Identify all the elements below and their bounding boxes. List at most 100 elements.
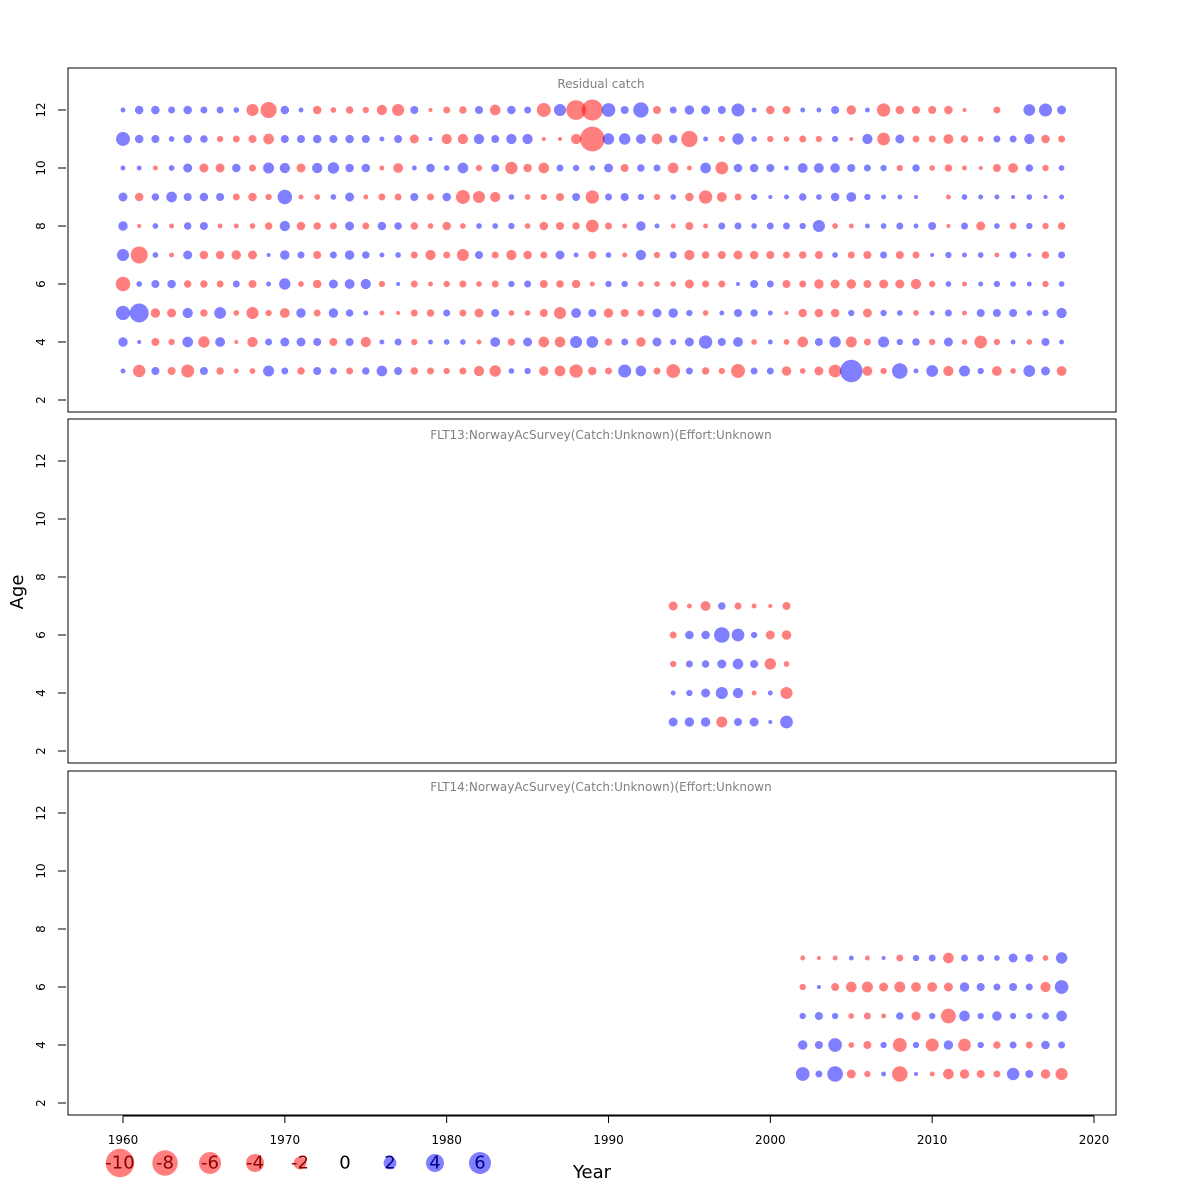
residual-bubble bbox=[635, 249, 647, 261]
residual-bubble bbox=[814, 1011, 823, 1021]
residual-bubble bbox=[878, 336, 890, 348]
residual-bubble bbox=[654, 281, 660, 287]
residual-bubble bbox=[962, 310, 967, 316]
residual-bubble bbox=[766, 367, 774, 375]
residual-bubble bbox=[832, 252, 838, 258]
residual-bubble bbox=[572, 164, 580, 172]
residual-bubble bbox=[298, 107, 304, 113]
residual-bubble bbox=[879, 982, 889, 992]
residual-bubble bbox=[328, 308, 339, 318]
residual-bubble bbox=[735, 281, 741, 287]
residual-bubble bbox=[263, 133, 274, 145]
residual-bubble bbox=[474, 250, 484, 260]
residual-bubble bbox=[685, 221, 694, 231]
residual-bubble bbox=[345, 309, 354, 317]
residual-bubble bbox=[633, 102, 649, 118]
residual-bubble bbox=[1055, 952, 1068, 964]
residual-bubble bbox=[183, 163, 193, 173]
residual-bubble bbox=[766, 222, 774, 230]
residual-bubble bbox=[943, 952, 954, 964]
residual-bubble bbox=[669, 106, 677, 114]
y-tick-label: 10 bbox=[34, 160, 48, 175]
residual-bubble bbox=[1042, 955, 1049, 961]
residual-bubble bbox=[751, 223, 757, 229]
residual-bubble bbox=[913, 368, 919, 374]
residual-bubble bbox=[199, 163, 209, 173]
residual-bubble bbox=[764, 658, 776, 670]
residual-bubble bbox=[670, 690, 676, 696]
residual-bubble bbox=[652, 337, 662, 347]
residual-bubble bbox=[636, 221, 646, 231]
residual-bubble bbox=[200, 309, 208, 317]
residual-bubble bbox=[394, 193, 402, 201]
residual-bubble bbox=[166, 191, 177, 203]
residual-bubble bbox=[799, 222, 806, 230]
residual-bubble bbox=[314, 194, 321, 200]
residual-bubble bbox=[233, 223, 239, 229]
residual-bubble bbox=[780, 715, 793, 729]
residual-bubble bbox=[280, 337, 290, 347]
residual-bubble bbox=[799, 280, 807, 288]
residual-bubble bbox=[881, 1013, 887, 1019]
residual-bubble bbox=[554, 336, 566, 348]
residual-bubble bbox=[927, 982, 938, 992]
residual-bubble bbox=[1026, 222, 1033, 230]
residual-bubble bbox=[876, 103, 891, 117]
residual-bubble bbox=[1055, 1067, 1068, 1081]
y-tick-label: 12 bbox=[34, 805, 48, 820]
residual-bubble bbox=[784, 165, 789, 171]
residual-bubble bbox=[1058, 281, 1065, 287]
residual-bubble bbox=[863, 250, 872, 260]
residual-bubble bbox=[892, 363, 908, 379]
y-tick-label: 12 bbox=[34, 453, 48, 468]
residual-bubble bbox=[182, 307, 193, 319]
residual-bubble bbox=[508, 222, 515, 230]
residual-bubble bbox=[751, 690, 757, 696]
residual-bubble bbox=[961, 339, 968, 345]
residual-bubble bbox=[427, 223, 434, 229]
residual-bubble bbox=[977, 1012, 984, 1020]
residual-bubble bbox=[751, 136, 757, 142]
residual-bubble bbox=[491, 308, 500, 318]
residual-bubble bbox=[376, 104, 388, 116]
residual-bubble bbox=[200, 280, 208, 288]
residual-bubble bbox=[1041, 1040, 1050, 1050]
residual-bubble bbox=[585, 219, 599, 233]
residual-bubble bbox=[570, 335, 583, 349]
residual-bubble bbox=[152, 252, 159, 258]
residual-bubble bbox=[181, 364, 195, 378]
residual-bubble bbox=[765, 630, 775, 640]
residual-bubble bbox=[491, 134, 500, 144]
residual-bubble bbox=[524, 367, 531, 375]
residual-bubble bbox=[993, 1041, 1001, 1049]
residual-bubble bbox=[961, 954, 968, 962]
residual-bubble bbox=[751, 339, 757, 345]
residual-bubble bbox=[928, 954, 936, 962]
residual-bubble bbox=[977, 367, 984, 375]
residual-bubble bbox=[731, 628, 745, 642]
residual-bubble bbox=[1025, 983, 1033, 991]
residual-bubble bbox=[897, 194, 903, 200]
residual-bubble bbox=[831, 135, 839, 143]
residual-bubble bbox=[784, 310, 789, 316]
residual-bubble bbox=[621, 280, 628, 288]
residual-bubble bbox=[312, 134, 322, 144]
residual-bubble bbox=[472, 190, 486, 204]
residual-bubble bbox=[540, 251, 548, 259]
residual-bubble bbox=[345, 134, 354, 144]
residual-bubble bbox=[345, 163, 354, 173]
residual-bubble bbox=[1042, 309, 1049, 317]
residual-bubble bbox=[523, 250, 532, 260]
residual-bubble bbox=[215, 250, 225, 260]
residual-bubble bbox=[666, 364, 681, 378]
residual-bubble bbox=[685, 630, 694, 640]
residual-bubble bbox=[992, 1011, 1002, 1021]
residual-bubble bbox=[653, 164, 661, 172]
residual-bubble bbox=[620, 163, 629, 173]
residual-bubble bbox=[266, 281, 272, 287]
residual-bubble bbox=[714, 627, 730, 643]
residual-bubble bbox=[880, 1041, 887, 1049]
legend-label: -10 bbox=[105, 1153, 134, 1174]
residual-bubble bbox=[296, 221, 306, 231]
